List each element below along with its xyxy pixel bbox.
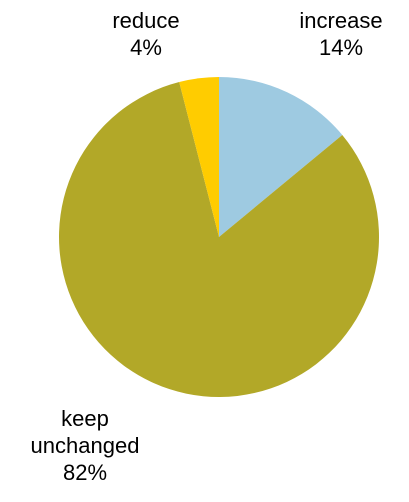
pie-slice-reduce	[179, 77, 219, 237]
pie-value-label: 82%	[63, 460, 107, 485]
pie-category-label: reduce	[112, 8, 179, 33]
pie-category-label: increase	[299, 8, 382, 33]
pie-labels: increase 14% keep unchanged 82% reduce 4%	[31, 8, 383, 485]
pie-category-label: keep	[61, 406, 109, 431]
pie-slice-keep-unchanged	[59, 82, 380, 398]
pie-category-label: unchanged	[31, 433, 140, 458]
pie-value-label: 4%	[130, 35, 162, 60]
pie-value-label: 14%	[319, 35, 363, 60]
pie-label-reduce: reduce 4%	[112, 8, 179, 60]
pie-label-increase: increase 14%	[299, 8, 382, 60]
pie-slice-increase	[219, 77, 343, 237]
pie-slices	[59, 77, 380, 398]
pie-label-keep-unchanged: keep unchanged 82%	[31, 406, 140, 485]
